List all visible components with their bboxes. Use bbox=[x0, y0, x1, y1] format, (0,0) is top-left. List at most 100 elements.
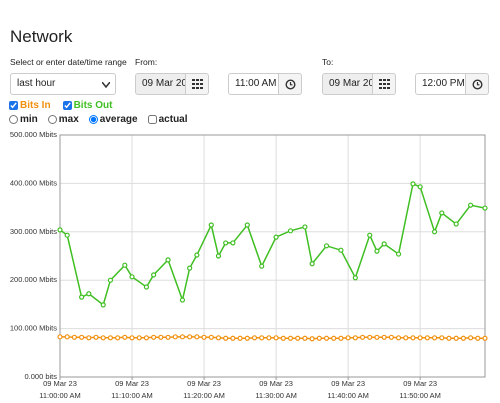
point bbox=[86, 291, 92, 297]
point bbox=[143, 284, 150, 290]
point bbox=[424, 335, 430, 341]
from-time[interactable]: 11:00 AM bbox=[228, 73, 279, 95]
point bbox=[273, 335, 279, 341]
point bbox=[431, 229, 438, 235]
point bbox=[107, 277, 114, 283]
point bbox=[230, 335, 236, 341]
actual-label[interactable]: actual bbox=[158, 114, 188, 125]
y-tick-label: 100.000 Mbits bbox=[10, 324, 57, 333]
y-tick-label: 500.000 Mbits bbox=[10, 130, 57, 139]
point bbox=[482, 335, 488, 341]
y-tick-label: 400.000 Mbits bbox=[10, 178, 57, 187]
point bbox=[446, 335, 452, 341]
point bbox=[165, 334, 171, 340]
to-time-value: 12:00 PM bbox=[422, 78, 465, 89]
point bbox=[410, 335, 416, 341]
point bbox=[86, 335, 92, 341]
point bbox=[251, 335, 258, 341]
from-date-value: 09 Mar 2023 bbox=[142, 78, 186, 89]
plot-border bbox=[59, 134, 486, 378]
x-tick-label: 09 Mar 23 11:10:00 AM bbox=[111, 379, 153, 400]
x-tick-label: 09 Mar 23 11:20:00 AM bbox=[183, 379, 225, 400]
point bbox=[165, 257, 171, 263]
point bbox=[215, 335, 222, 341]
point bbox=[309, 336, 315, 342]
point bbox=[208, 222, 214, 228]
point bbox=[187, 334, 193, 340]
series-toggle[interactable] bbox=[9, 101, 18, 110]
from-label: From: bbox=[135, 57, 158, 67]
point bbox=[359, 334, 366, 340]
point bbox=[273, 234, 279, 240]
caret bbox=[102, 82, 110, 88]
aggregation-radio[interactable] bbox=[88, 115, 98, 124]
point bbox=[410, 181, 416, 187]
x-tick-label: 09 Mar 23 11:00:00 AM bbox=[39, 379, 81, 400]
point bbox=[309, 261, 315, 267]
point bbox=[93, 334, 99, 340]
to-time[interactable]: 12:00 PM bbox=[415, 73, 466, 95]
from-date[interactable]: 09 Mar 2023 bbox=[135, 73, 186, 95]
clock-button[interactable] bbox=[278, 73, 302, 95]
aggregation-label[interactable]: average bbox=[99, 114, 138, 125]
point bbox=[71, 334, 78, 340]
x-tick-label: 09 Mar 23 11:50:00 AM bbox=[399, 379, 441, 400]
clock-icon bbox=[472, 79, 483, 90]
point bbox=[403, 335, 409, 341]
point bbox=[331, 335, 337, 341]
aggregation-radio[interactable] bbox=[47, 115, 57, 124]
point bbox=[215, 253, 222, 259]
legend-label[interactable]: Bits In bbox=[20, 100, 51, 111]
point bbox=[57, 334, 63, 340]
to-label: To: bbox=[322, 57, 334, 67]
point bbox=[122, 334, 128, 340]
point bbox=[338, 247, 344, 253]
point bbox=[302, 224, 308, 230]
point bbox=[64, 232, 70, 238]
series-line bbox=[59, 182, 486, 307]
series-toggle[interactable] bbox=[62, 101, 72, 110]
point bbox=[107, 335, 114, 341]
chart: 0.000 bits 100.000 Mbits 200.000 Mbits 300.… bbox=[10, 130, 488, 400]
aggregation-radio[interactable] bbox=[9, 115, 18, 124]
point bbox=[287, 228, 294, 234]
point bbox=[381, 334, 387, 340]
to-date[interactable]: 09 Mar 2023 bbox=[322, 73, 373, 95]
point bbox=[158, 334, 164, 340]
point bbox=[431, 335, 438, 341]
point bbox=[259, 335, 265, 341]
clock-button[interactable] bbox=[465, 73, 489, 95]
point bbox=[223, 240, 229, 246]
point bbox=[417, 184, 423, 190]
legend: Bits In Bits Out bbox=[9, 100, 112, 111]
x-tick-label: 09 Mar 23 11:30:00 AM bbox=[255, 379, 297, 400]
range-select[interactable]: last hour bbox=[10, 73, 116, 95]
point bbox=[179, 297, 186, 303]
range-label: Select or enter date/time range bbox=[10, 57, 127, 67]
calendar-button[interactable] bbox=[185, 73, 209, 95]
point bbox=[266, 335, 272, 341]
actual-checkbox[interactable] bbox=[147, 115, 157, 124]
calendar-icon bbox=[192, 79, 203, 89]
aggregation-label[interactable]: min bbox=[20, 114, 38, 125]
point bbox=[115, 335, 121, 341]
point bbox=[367, 334, 373, 340]
point bbox=[323, 243, 330, 249]
point bbox=[194, 334, 200, 340]
point bbox=[467, 202, 474, 208]
point bbox=[388, 334, 394, 340]
range-value: last hour bbox=[17, 78, 56, 89]
aggregation-label[interactable]: max bbox=[58, 114, 79, 125]
point bbox=[482, 205, 488, 211]
point bbox=[79, 334, 85, 340]
calendar-button[interactable] bbox=[372, 73, 396, 95]
point bbox=[367, 232, 373, 238]
calendar-icon bbox=[379, 79, 390, 89]
point bbox=[208, 334, 214, 340]
y-tick-label: 300.000 Mbits bbox=[10, 227, 57, 236]
point bbox=[395, 251, 402, 257]
legend-label[interactable]: Bits Out bbox=[73, 100, 113, 111]
point bbox=[129, 335, 135, 341]
point bbox=[302, 335, 308, 341]
point bbox=[417, 335, 423, 341]
